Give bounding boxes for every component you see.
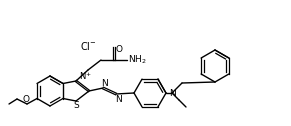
Text: Cl$^{-}$: Cl$^{-}$ [80,40,96,52]
Text: N$^{+}$: N$^{+}$ [79,70,92,82]
Text: O: O [22,96,29,104]
Text: N: N [170,89,176,99]
Text: NH$_2$: NH$_2$ [128,54,146,66]
Text: S: S [73,102,79,111]
Text: N: N [102,80,108,88]
Text: O: O [116,45,123,55]
Text: N: N [115,94,121,103]
